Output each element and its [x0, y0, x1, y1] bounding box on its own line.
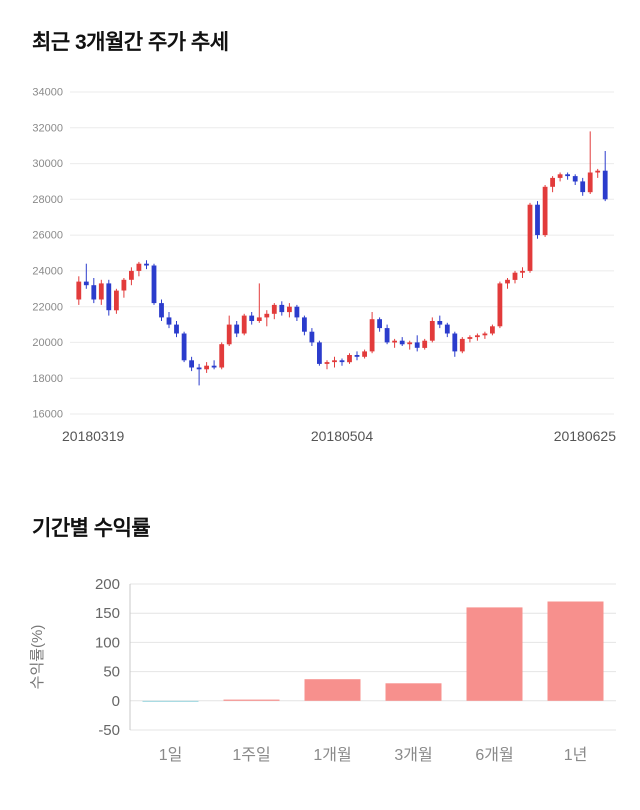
svg-text:20180319: 20180319 [62, 428, 125, 444]
svg-text:16000: 16000 [32, 409, 63, 421]
price-chart-title: 최근 3개월간 주가 추세 [32, 31, 229, 54]
returns-bar-chart: 200 150 100 50 0 -50 1일 1주일 1개월 3개월 6개월 1년 수익률(%) [29, 576, 616, 764]
svg-text:20180625: 20180625 [554, 428, 617, 444]
svg-text:200: 200 [95, 576, 120, 593]
svg-text:1일: 1일 [159, 746, 183, 764]
returns-chart-area: 200 150 100 50 0 -50 1일 1주일 1개월 3개월 6개월 1년 수익률(%) [18, 572, 640, 772]
svg-text:0: 0 [112, 693, 120, 710]
svg-text:24000: 24000 [32, 266, 63, 278]
candlestick-chart: 16000 18000 20000 22000 24000 26000 28000 30000… [32, 87, 617, 444]
price-chart-area: 16000 18000 20000 22000 24000 26000 28000 30000… [18, 84, 640, 452]
returns-chart-title: 기간별 수익률 [32, 517, 151, 540]
svg-text:18000: 18000 [32, 373, 63, 385]
svg-text:20180504: 20180504 [311, 428, 374, 444]
svg-text:32000: 32000 [32, 122, 63, 134]
svg-text:100: 100 [95, 634, 120, 651]
svg-text:6개월: 6개월 [475, 746, 513, 764]
svg-text:30000: 30000 [32, 158, 63, 170]
svg-text:-50: -50 [98, 722, 120, 739]
svg-text:1주일: 1주일 [232, 746, 270, 764]
svg-text:3개월: 3개월 [394, 746, 432, 764]
svg-text:150: 150 [95, 605, 120, 622]
page: 최근 3개월간 주가 추세 16000 18000 20000 22000 24000 2… [18, 31, 640, 772]
svg-text:50: 50 [103, 664, 120, 681]
svg-text:20000: 20000 [32, 337, 63, 349]
svg-text:22000: 22000 [32, 301, 63, 313]
svg-text:수익률(%): 수익률(%) [29, 625, 46, 690]
svg-text:26000: 26000 [32, 230, 63, 242]
svg-text:1년: 1년 [564, 746, 588, 764]
svg-text:1개월: 1개월 [313, 746, 351, 764]
svg-text:34000: 34000 [32, 87, 63, 99]
svg-text:28000: 28000 [32, 194, 63, 206]
